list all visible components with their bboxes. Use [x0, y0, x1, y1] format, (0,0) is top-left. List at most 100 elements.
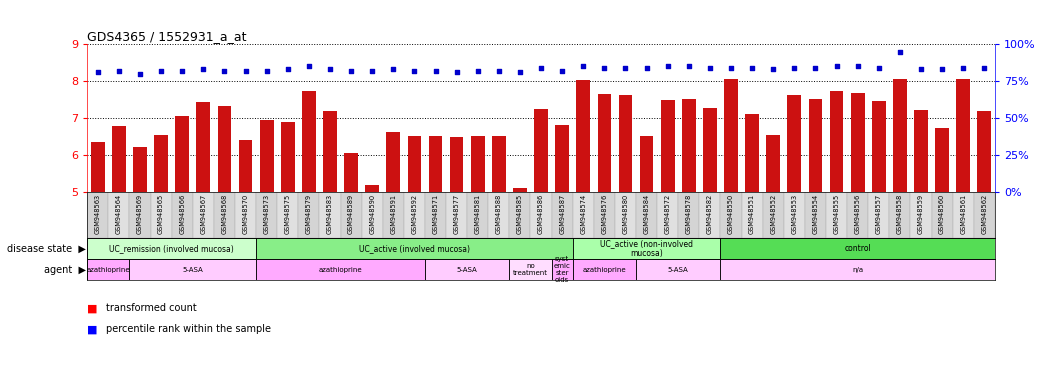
Bar [365, 185, 379, 192]
Bar [404, 192, 425, 238]
Text: GSM948578: GSM948578 [686, 194, 692, 234]
Bar [323, 111, 337, 192]
Point [913, 66, 930, 72]
Bar [766, 134, 780, 192]
Text: ■: ■ [87, 324, 98, 334]
Bar [256, 238, 572, 259]
Bar [555, 124, 569, 192]
Bar [618, 95, 632, 192]
Bar [130, 192, 151, 238]
Bar [598, 94, 611, 192]
Text: GDS4365 / 1552931_a_at: GDS4365 / 1552931_a_at [87, 30, 247, 43]
Point [660, 63, 677, 70]
Point [828, 63, 845, 70]
Bar [467, 192, 488, 238]
Text: azathioprine: azathioprine [319, 266, 363, 273]
Bar [383, 192, 404, 238]
Text: GSM948592: GSM948592 [412, 194, 417, 234]
Bar [931, 192, 952, 238]
Bar [847, 192, 868, 238]
Point [638, 65, 655, 71]
Bar [362, 192, 383, 238]
Bar [109, 192, 130, 238]
Bar [871, 101, 885, 192]
Bar [492, 136, 505, 192]
Bar [658, 192, 678, 238]
Bar [787, 95, 801, 192]
Text: GSM948558: GSM948558 [897, 194, 903, 234]
Text: GSM948550: GSM948550 [728, 194, 734, 234]
Bar [890, 192, 911, 238]
Bar [90, 142, 104, 192]
Bar [87, 259, 130, 280]
Point [722, 65, 739, 71]
Point [152, 68, 169, 74]
Bar [256, 259, 425, 280]
Text: GSM948582: GSM948582 [706, 194, 713, 234]
Bar [133, 147, 147, 192]
Bar [952, 192, 974, 238]
Bar [340, 192, 362, 238]
Text: GSM948575: GSM948575 [285, 194, 290, 234]
Bar [151, 192, 171, 238]
Text: 5-ASA: 5-ASA [456, 266, 478, 273]
Bar [577, 80, 591, 192]
Bar [974, 192, 995, 238]
Point [849, 63, 866, 70]
Text: GSM948589: GSM948589 [348, 194, 354, 234]
Bar [851, 93, 865, 192]
Point [976, 65, 993, 71]
Bar [87, 238, 256, 259]
Text: GSM948576: GSM948576 [601, 194, 608, 234]
Point [343, 68, 360, 74]
Text: GSM948555: GSM948555 [833, 194, 839, 234]
Bar [742, 192, 763, 238]
Text: GSM948579: GSM948579 [305, 194, 312, 234]
Bar [130, 259, 256, 280]
Text: UC_active (non-involved
mucosa): UC_active (non-involved mucosa) [600, 238, 693, 258]
Bar [281, 122, 295, 192]
Text: control: control [844, 244, 871, 253]
Text: GSM948559: GSM948559 [918, 194, 924, 234]
Point [237, 68, 254, 74]
Bar [171, 192, 193, 238]
Text: GSM948562: GSM948562 [981, 194, 987, 234]
Text: azathioprine: azathioprine [86, 266, 130, 273]
Bar [636, 192, 658, 238]
Point [933, 66, 950, 72]
Bar [87, 192, 109, 238]
Bar [699, 192, 720, 238]
Bar [868, 192, 890, 238]
Bar [278, 192, 298, 238]
Bar [425, 192, 446, 238]
Bar [763, 192, 784, 238]
Point [427, 68, 444, 74]
Point [405, 68, 422, 74]
Point [617, 65, 634, 71]
Bar [826, 192, 847, 238]
Text: GSM948557: GSM948557 [876, 194, 882, 234]
Text: GSM948567: GSM948567 [200, 194, 206, 234]
Text: GSM948552: GSM948552 [770, 194, 777, 234]
Text: GSM948556: GSM948556 [854, 194, 861, 234]
Text: GSM948569: GSM948569 [137, 194, 143, 234]
Bar [935, 128, 949, 192]
Point [807, 65, 824, 71]
Text: GSM948587: GSM948587 [560, 194, 565, 234]
Text: GSM948586: GSM948586 [538, 194, 544, 234]
Bar [510, 259, 551, 280]
Text: GSM948590: GSM948590 [369, 194, 376, 234]
Bar [911, 192, 931, 238]
Point [173, 68, 190, 74]
Point [786, 65, 803, 71]
Bar [386, 132, 400, 192]
Point [491, 68, 508, 74]
Bar [238, 140, 252, 192]
Point [512, 69, 529, 75]
Bar [661, 100, 675, 192]
Bar [471, 136, 484, 192]
Bar [217, 106, 231, 192]
Text: GSM948583: GSM948583 [327, 194, 333, 234]
Text: GSM948588: GSM948588 [496, 194, 502, 234]
Bar [425, 259, 510, 280]
